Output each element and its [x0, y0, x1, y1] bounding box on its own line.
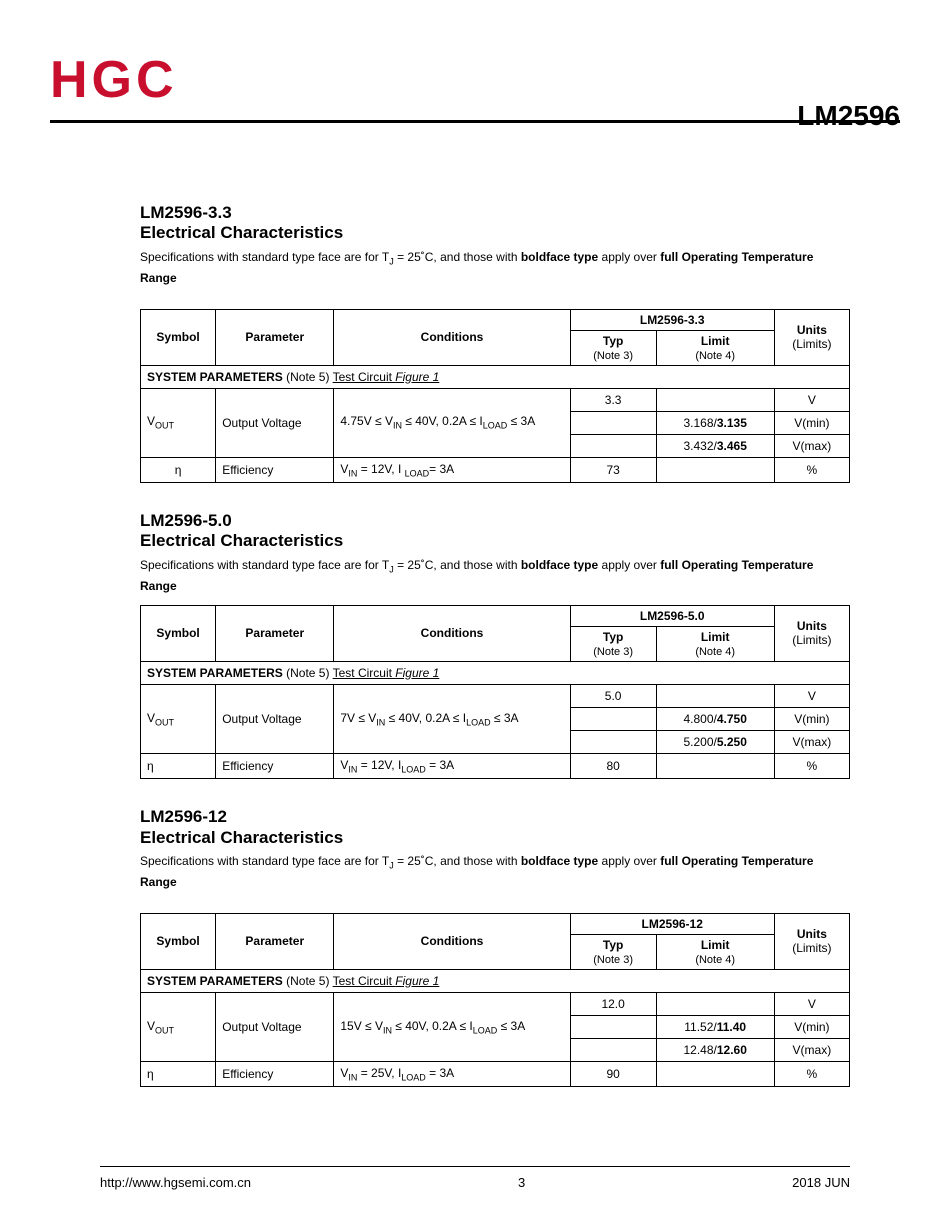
characteristics-table: Symbol Parameter Conditions LM2596-12 Un…: [140, 913, 850, 1087]
table-row: η Efficiency VIN = 12V, ILOAD = 3A 80 %: [141, 753, 850, 778]
section-title: LM2596-3.3 Electrical Characteristics: [140, 203, 850, 244]
section-title: LM2596-12 Electrical Characteristics: [140, 807, 850, 848]
section-lm2596-12: LM2596-12 Electrical Characteristics Spe…: [140, 807, 850, 1087]
footer-url: http://www.hgsemi.com.cn: [100, 1175, 251, 1190]
table-row: VOUT Output Voltage 4.75V ≤ VIN ≤ 40V, 0…: [141, 388, 850, 411]
section-lm2596-3-3: LM2596-3.3 Electrical Characteristics Sp…: [140, 203, 850, 483]
table-header-row: Symbol Parameter Conditions LM2596-3.3 U…: [141, 309, 850, 330]
content: LM2596-3.3 Electrical Characteristics Sp…: [0, 123, 950, 1087]
footer-divider: [100, 1166, 850, 1167]
spec-note: Specifications with standard type face a…: [140, 556, 850, 595]
section-title: LM2596-5.0 Electrical Characteristics: [140, 511, 850, 552]
table-row: VOUT Output Voltage 7V ≤ VIN ≤ 40V, 0.2A…: [141, 684, 850, 707]
table-section-row: SYSTEM PARAMETERS (Note 5) Test Circuit …: [141, 969, 850, 992]
logo: HGC: [50, 50, 900, 110]
table-section-row: SYSTEM PARAMETERS (Note 5) Test Circuit …: [141, 365, 850, 388]
part-number: LM2596: [797, 100, 900, 132]
page-header: HGC LM2596: [0, 0, 950, 110]
table-row: η Efficiency VIN = 25V, ILOAD = 3A 90 %: [141, 1061, 850, 1086]
page-footer: http://www.hgsemi.com.cn 3 2018 JUN: [0, 1166, 950, 1190]
characteristics-table: Symbol Parameter Conditions LM2596-3.3 U…: [140, 309, 850, 483]
footer-date: 2018 JUN: [792, 1175, 850, 1190]
spec-note: Specifications with standard type face a…: [140, 852, 850, 891]
spec-note: Specifications with standard type face a…: [140, 248, 850, 287]
table-section-row: SYSTEM PARAMETERS (Note 5) Test Circuit …: [141, 661, 850, 684]
table-header-row: Symbol Parameter Conditions LM2596-12 Un…: [141, 913, 850, 934]
table-row: η Efficiency VIN = 12V, I LOAD= 3A 73 %: [141, 457, 850, 482]
page-number: 3: [518, 1175, 525, 1190]
table-row: VOUT Output Voltage 15V ≤ VIN ≤ 40V, 0.2…: [141, 992, 850, 1015]
table-header-row: Symbol Parameter Conditions LM2596-5.0 U…: [141, 605, 850, 626]
characteristics-table: Symbol Parameter Conditions LM2596-5.0 U…: [140, 605, 850, 779]
section-lm2596-5-0: LM2596-5.0 Electrical Characteristics Sp…: [140, 511, 850, 779]
